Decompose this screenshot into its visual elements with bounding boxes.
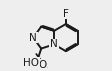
Text: N: N [29, 33, 37, 43]
Text: O: O [38, 60, 47, 70]
Text: F: F [63, 9, 69, 19]
Text: N: N [50, 39, 58, 49]
Text: HO: HO [23, 58, 39, 68]
